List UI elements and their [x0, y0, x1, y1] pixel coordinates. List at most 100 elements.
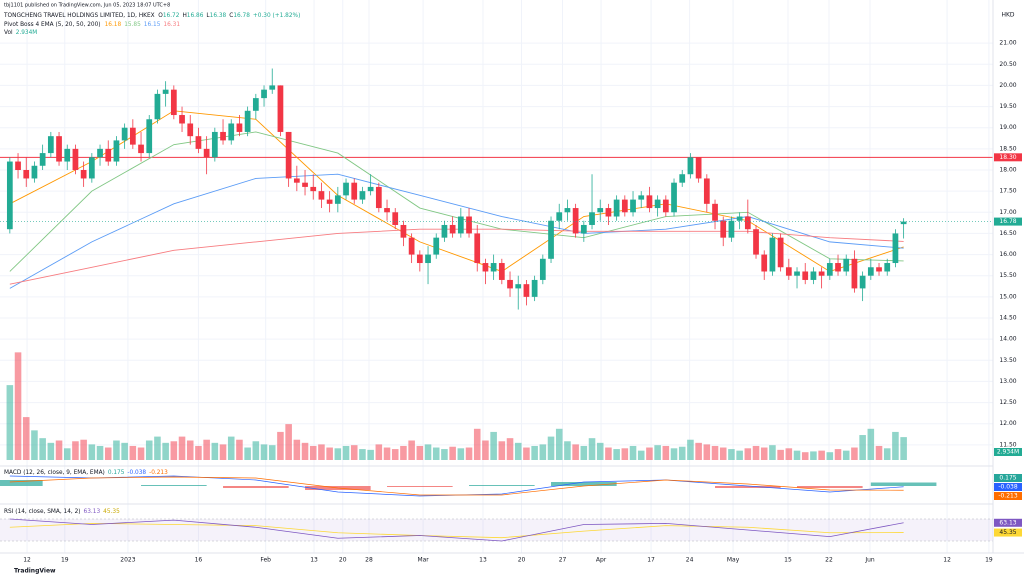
volume-bar — [588, 438, 596, 460]
macd-histogram — [141, 485, 207, 486]
volume-bar — [14, 352, 22, 460]
price-badge — [994, 217, 1022, 226]
candle-body — [15, 161, 21, 170]
volume-bar — [769, 445, 776, 460]
volume-bar — [104, 447, 112, 460]
volume-bar — [342, 445, 350, 460]
macd-histogram — [0, 480, 43, 486]
volume-bar — [883, 448, 891, 460]
indicator-title: Pivot Boss 4 EMA (5, 20, 50, 200) — [4, 22, 101, 28]
candle-body — [384, 208, 390, 213]
volume-bar — [227, 436, 235, 460]
volume-bar — [572, 444, 579, 460]
candle-body — [589, 212, 595, 225]
volume-bar — [113, 440, 120, 460]
volume-bar — [391, 449, 399, 460]
y-tick-label: 18.00 — [999, 167, 1016, 174]
volume-bar — [359, 449, 366, 460]
value-badge — [994, 483, 1022, 491]
volume-bar — [383, 447, 391, 460]
volume-bar — [760, 447, 768, 460]
candle-body — [761, 254, 768, 272]
change: +0.30 (+1.82%) — [253, 13, 300, 19]
candle-body — [687, 157, 694, 175]
rsi-title: RSI (14, close, SMA, 14, 2) — [4, 509, 81, 515]
price-badge-label: 18.30 — [999, 154, 1016, 161]
candle-body — [195, 136, 202, 149]
candle-body — [154, 93, 161, 120]
value-badge-label: 45.35 — [999, 529, 1016, 536]
candle-body — [695, 157, 702, 179]
volume-bar — [22, 417, 30, 460]
volume-bar — [892, 431, 899, 460]
candle-body — [261, 89, 267, 99]
volume-bar — [186, 440, 194, 460]
volume-bar — [96, 445, 104, 460]
candle-body — [457, 216, 464, 234]
y-tick-label: 11.50 — [999, 441, 1016, 448]
candle-body — [113, 140, 120, 162]
candle-body — [712, 203, 718, 221]
candle-body — [31, 165, 38, 179]
x-tick-label: 2023 — [120, 557, 135, 564]
candle-body — [88, 157, 95, 179]
candle-body — [482, 263, 489, 272]
volume-bar — [285, 424, 292, 460]
candle-body — [826, 263, 833, 276]
volume-bar — [170, 441, 178, 460]
volume-bar — [703, 444, 711, 460]
volume-bar — [482, 440, 489, 460]
candle-body — [654, 199, 661, 209]
candle-body — [351, 182, 358, 200]
candle-body — [187, 123, 194, 137]
ema-value: 15.85 — [124, 22, 141, 28]
candle-body — [630, 199, 636, 213]
volume-bar — [244, 447, 251, 460]
volume-bar — [219, 444, 227, 460]
candle-body — [638, 195, 645, 200]
volume-bar — [531, 445, 538, 460]
published-note: tbj1101 published on TradingView.com, Ju… — [4, 3, 170, 9]
volume-bar — [268, 445, 276, 460]
volume-bar — [646, 447, 653, 460]
volume-bar — [80, 439, 87, 460]
candle-body — [105, 148, 112, 162]
volume-bar — [449, 446, 456, 460]
y-tick-label: 16.00 — [999, 251, 1016, 258]
volume-bar — [465, 447, 473, 460]
volume-bar — [687, 439, 694, 460]
volume-bar — [326, 447, 333, 460]
candle-body — [138, 144, 144, 154]
volume-value: 2.934M — [16, 30, 38, 36]
candle-body — [293, 178, 300, 183]
candle-body — [220, 131, 226, 141]
volume-bar — [432, 447, 440, 460]
value-badge-label: 0.175 — [999, 475, 1016, 482]
volume-bar — [818, 450, 825, 460]
candle-body — [892, 233, 899, 264]
volume-bar — [637, 450, 645, 460]
volume-bar — [55, 440, 63, 460]
candle-body — [671, 182, 677, 213]
ohlc-value: 16.78 — [233, 13, 250, 19]
candle-body — [318, 191, 325, 200]
volume-bar — [711, 445, 719, 460]
y-tick-label: 21.00 — [999, 40, 1016, 47]
candle-body — [900, 221, 907, 225]
volume-bar — [309, 445, 317, 460]
candle-body — [564, 208, 571, 213]
candle-body — [777, 237, 784, 268]
volume-bar — [277, 431, 284, 460]
candle-body — [343, 182, 349, 196]
candle-body — [203, 148, 210, 158]
value-badge — [994, 528, 1022, 537]
currency: HKD — [1001, 12, 1014, 19]
macd-value: 0.175 — [108, 470, 125, 476]
volume-bar — [416, 445, 424, 460]
y-tick-label: 20.50 — [999, 61, 1016, 68]
rsi-line — [9, 518, 904, 542]
candle-body — [64, 148, 71, 162]
rsi-legend: RSI (14, close, SMA, 14, 2) 63.13 45.35 — [4, 509, 120, 515]
candle-body — [605, 208, 612, 217]
